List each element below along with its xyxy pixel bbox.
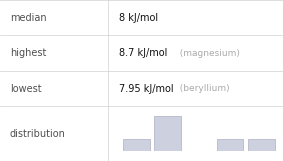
Text: highest: highest — [10, 48, 46, 58]
Text: 8 kJ/mol: 8 kJ/mol — [119, 13, 158, 23]
Text: 8.7 kJ/mol: 8.7 kJ/mol — [119, 48, 167, 58]
Bar — [248, 139, 275, 151]
Text: 7.95 kJ/mol: 7.95 kJ/mol — [119, 84, 173, 94]
Bar — [123, 139, 149, 151]
Text: (beryllium): (beryllium) — [174, 84, 230, 93]
Text: (magnesium): (magnesium) — [174, 49, 240, 58]
Bar — [154, 116, 181, 151]
Bar — [217, 139, 243, 151]
Text: distribution: distribution — [10, 129, 66, 139]
Text: median: median — [10, 13, 46, 23]
Text: lowest: lowest — [10, 84, 42, 94]
